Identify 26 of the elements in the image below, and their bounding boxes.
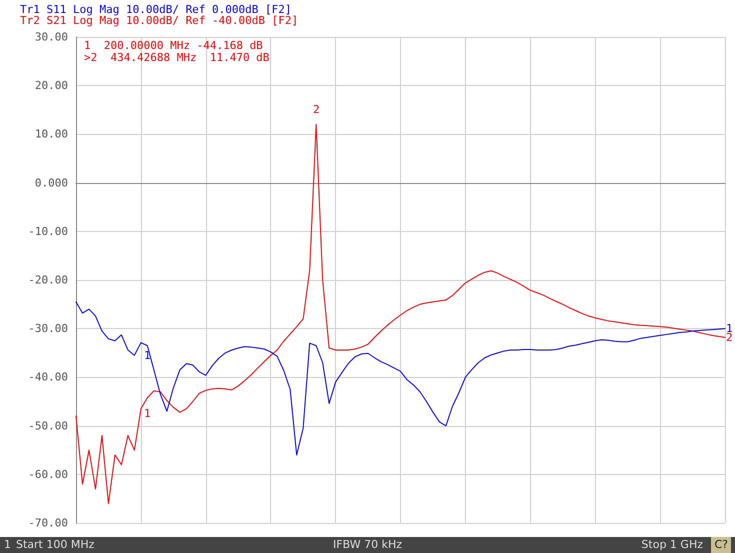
y-tick-label: -10.00 — [28, 224, 68, 238]
line-series — [76, 301, 726, 456]
y-tick-label: -20.00 — [28, 274, 68, 286]
series-label: 2 — [726, 330, 733, 344]
text: IFBW 70 kHz — [332, 537, 402, 553]
y-tick-label: 10.00 — [34, 128, 68, 141]
text: Stop 1 GHz — [641, 537, 703, 553]
y-tick-label: -40.00 — [28, 370, 68, 384]
annotation: 1 200.00000 MHz -44.168 dB — [84, 39, 263, 52]
y-tick-label: -30.00 — [28, 322, 68, 336]
series-label: 1 — [144, 349, 151, 362]
y-tick-label: -50.00 — [28, 419, 68, 432]
text: 1 — [4, 537, 11, 553]
y-tick-label: 20.00 — [34, 79, 68, 92]
chart-title: Tr1 S11 Log Mag 10.00dB/ Ref 0.000dB [F2] — [20, 3, 292, 16]
y-tick-label: -70.00 — [28, 516, 68, 530]
line-series — [76, 124, 726, 504]
y-tick-label: 0.000 — [34, 176, 68, 190]
y-tick-label: 30.00 — [34, 30, 68, 44]
y-tick-label: -60.00 — [28, 468, 68, 481]
annotation: 1 — [144, 407, 151, 420]
chart-subtitle: Tr2 S21 Log Mag 10.00dB/ Ref -40.00dB [F2] — [20, 14, 298, 27]
text: C? — [711, 537, 731, 553]
annotation: >2 434.42688 MHz 11.470 dB — [84, 51, 270, 64]
text: Start 100 MHz — [16, 537, 94, 553]
annotation: 2 — [313, 103, 320, 116]
